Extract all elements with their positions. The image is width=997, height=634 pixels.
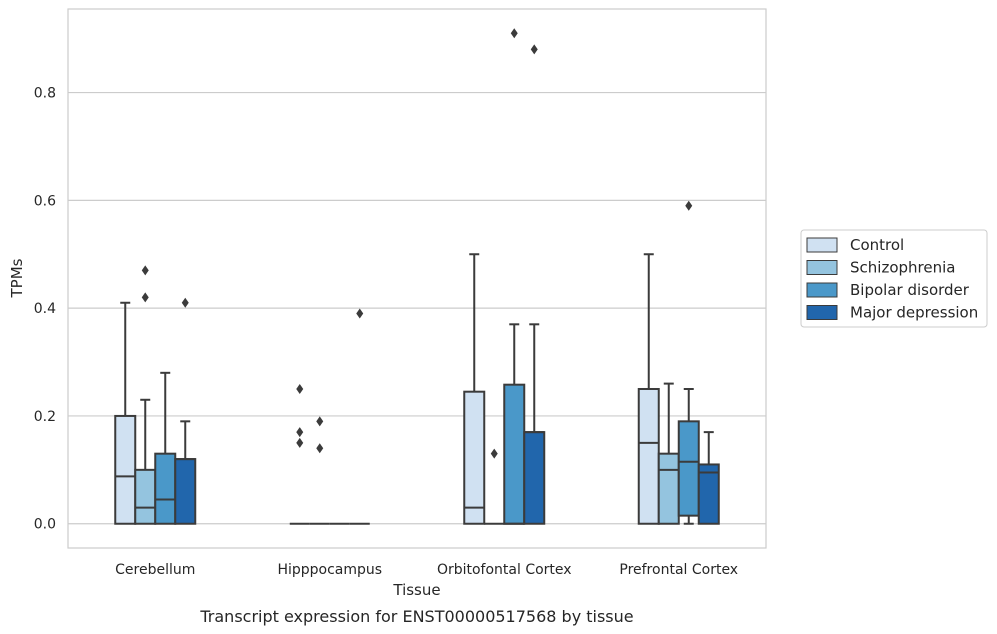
outlier-marker	[685, 200, 693, 211]
box-schizophrenia	[134, 265, 157, 525]
x-tick-label: Hipppocampus	[277, 562, 382, 578]
x-tick-labels: Cerebellum Hipppocampus Orbitofontal Corte…	[115, 562, 738, 578]
x-axis-title: Tissue	[392, 581, 440, 599]
box-body	[463, 390, 486, 525]
legend-label: Schizophrenia	[850, 259, 955, 277]
box-control	[637, 253, 660, 525]
box-major-depression	[697, 431, 720, 525]
box-bipolar-disorder	[154, 371, 177, 525]
box-body	[503, 383, 526, 525]
legend-label: Major depression	[850, 304, 978, 322]
y-tick-label: 0.2	[34, 409, 56, 425]
outlier-marker	[296, 437, 304, 448]
legend-swatch	[806, 260, 838, 275]
outlier-marker	[296, 427, 304, 438]
y-axis-title: TPMs	[8, 258, 26, 298]
box-bipolar-disorder	[503, 28, 526, 525]
legend-swatch	[806, 237, 838, 253]
box-body	[134, 468, 157, 525]
box-schizophrenia	[657, 382, 680, 525]
box-schizophrenia	[484, 448, 505, 525]
box-body	[154, 452, 177, 525]
x-tick-label: Prefrontal Cortex	[619, 562, 738, 578]
outlier-marker	[141, 265, 149, 276]
legend-swatch	[806, 282, 838, 298]
box-body	[523, 431, 546, 525]
legend-label: Bipolar disorder	[850, 281, 970, 299]
y-tick-label: 0.4	[34, 301, 56, 317]
x-tick-label: Cerebellum	[115, 562, 195, 578]
outlier-marker	[316, 443, 324, 454]
box-control	[289, 383, 310, 525]
box-bipolar-disorder	[677, 200, 700, 525]
y-tick-labels: 0.0 0.2 0.4 0.6 0.8	[34, 86, 56, 533]
box-body	[697, 463, 720, 525]
legend-label: Control	[850, 236, 904, 254]
y-tick-label: 0.8	[34, 86, 56, 102]
outlier-marker	[490, 448, 498, 459]
box-major-depression	[174, 297, 197, 525]
x-tick-label: Orbitofontal Cortex	[437, 562, 572, 578]
y-tick-label: 0.6	[34, 193, 56, 209]
box-body	[657, 452, 680, 525]
plot-boxes	[114, 28, 720, 525]
outlier-marker	[510, 28, 518, 39]
box-body	[114, 414, 137, 525]
chart-caption: Transcript expression for ENST0000051756…	[199, 607, 633, 626]
box-control	[114, 301, 137, 525]
legend-frame	[800, 229, 988, 328]
y-tick-label: 0.0	[34, 517, 56, 533]
box-body	[174, 458, 197, 525]
outlier-marker	[530, 44, 538, 55]
axes-frame	[67, 8, 767, 549]
outlier-marker	[296, 383, 304, 394]
outlier-marker	[181, 297, 189, 308]
legend: Control Schizophrenia Bipolar disorder Majo…	[800, 229, 988, 328]
outlier-marker	[141, 292, 149, 303]
outlier-marker	[316, 416, 324, 427]
box-major-depression	[523, 44, 546, 525]
box-body	[637, 387, 660, 525]
legend-swatch	[806, 305, 838, 320]
box-major-depression	[349, 308, 370, 525]
box-schizophrenia	[309, 416, 330, 525]
outlier-marker	[356, 308, 364, 319]
box-body	[677, 420, 700, 517]
box-control	[463, 253, 486, 525]
